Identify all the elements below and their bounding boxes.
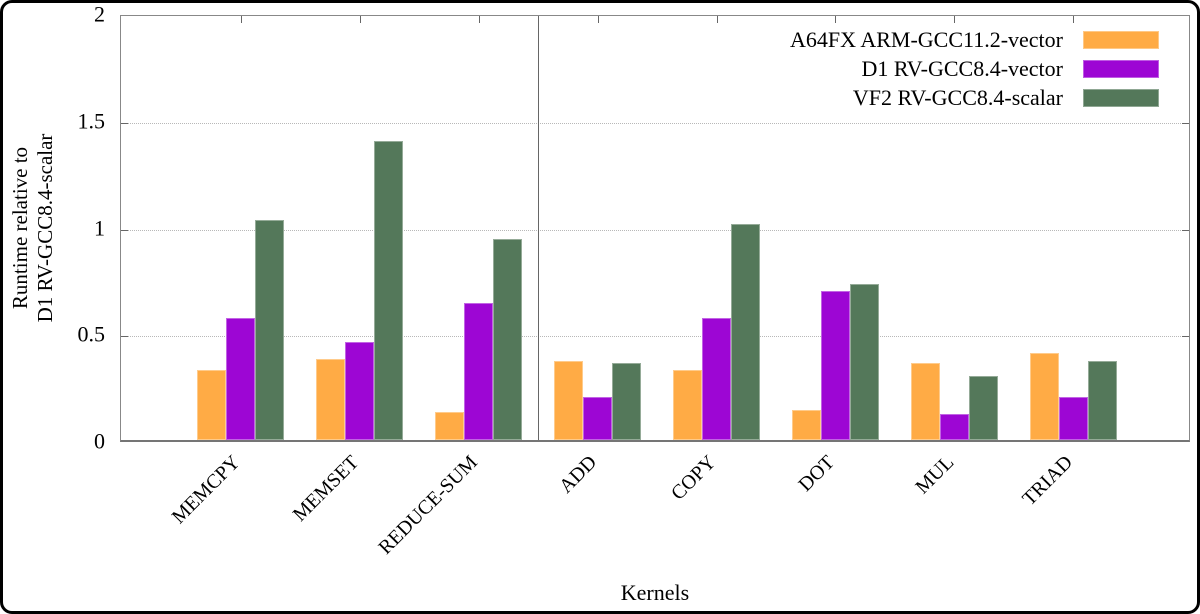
y-tick-label: 2 bbox=[94, 1, 105, 27]
x-tick-mark-top bbox=[359, 16, 361, 23]
legend-label: D1 RV-GCC8.4-vector bbox=[861, 55, 1063, 81]
bar-mul-2 bbox=[939, 414, 969, 440]
bar-memset-3 bbox=[374, 141, 403, 440]
bar-memset-1 bbox=[316, 358, 345, 440]
bar-dot-1 bbox=[791, 410, 821, 440]
legend-item-1: A64FX ARM-GCC11.2-vector bbox=[790, 25, 1159, 54]
gridline-1.5 bbox=[121, 122, 1189, 124]
bar-triad-3 bbox=[1087, 361, 1117, 440]
y-tick-mark-left bbox=[121, 122, 128, 124]
y-tick-mark-left bbox=[121, 336, 128, 338]
bar-reduce-sum-1 bbox=[435, 412, 464, 440]
y-tick-label: 0 bbox=[94, 428, 105, 454]
plot-area: A64FX ARM-GCC11.2-vector D1 RV-GCC8.4-vec… bbox=[120, 15, 1190, 442]
x-tick-mark-top bbox=[835, 16, 837, 23]
bar-copy-1 bbox=[673, 369, 702, 440]
bar-add-1 bbox=[554, 361, 583, 440]
legend-item-3: VF2 RV-GCC8.4-scalar bbox=[790, 83, 1159, 112]
y-axis-title: Runtime relative to D1 RV-GCC8.4-scalar bbox=[8, 134, 58, 323]
x-tick-label-text: REDUCE-SUM bbox=[374, 451, 483, 559]
bar-triad-1 bbox=[1029, 352, 1059, 440]
legend-label: A64FX ARM-GCC11.2-vector bbox=[790, 26, 1063, 52]
bar-dot-2 bbox=[820, 290, 850, 440]
y-axis-tick-labels: 0 0.5 1 1.5 2 bbox=[3, 3, 115, 452]
panel-separator bbox=[538, 16, 539, 440]
x-tick-label-text: ADD bbox=[555, 451, 602, 498]
x-tick-label-text: MEMSET bbox=[288, 451, 364, 526]
legend-color-swatch bbox=[1083, 88, 1159, 107]
y-tick-mark-left bbox=[121, 229, 128, 231]
legend: A64FX ARM-GCC11.2-vector D1 RV-GCC8.4-vec… bbox=[790, 25, 1159, 112]
x-tick-label-text: MEMCPY bbox=[167, 451, 245, 529]
gridline-0.5 bbox=[121, 336, 1189, 338]
y-tick-label: 0.5 bbox=[77, 321, 106, 347]
y-tick-mark-right bbox=[1182, 122, 1189, 124]
bar-triad-2 bbox=[1058, 397, 1088, 440]
legend-color-swatch bbox=[1083, 30, 1159, 49]
bar-reduce-sum-3 bbox=[493, 239, 522, 440]
x-tick-label-text: COPY bbox=[667, 451, 721, 505]
bar-memcpy-1 bbox=[197, 369, 226, 440]
legend-label: VF2 RV-GCC8.4-scalar bbox=[852, 84, 1063, 110]
x-tick-mark-top bbox=[240, 16, 242, 23]
x-tick-mark-top bbox=[1073, 16, 1075, 23]
y-tick-label: 1.5 bbox=[77, 108, 106, 134]
x-tick-mark-top bbox=[954, 16, 956, 23]
bar-memset-2 bbox=[345, 341, 374, 440]
bar-mul-3 bbox=[968, 376, 998, 440]
legend-item-2: D1 RV-GCC8.4-vector bbox=[790, 54, 1159, 83]
x-tick-mark-top bbox=[716, 16, 718, 23]
y-axis-title-line1: Runtime relative to bbox=[8, 146, 32, 310]
bar-add-2 bbox=[583, 397, 612, 440]
bar-mul-1 bbox=[910, 363, 940, 440]
x-tick-mark-top bbox=[478, 16, 480, 23]
y-tick-mark-right bbox=[1182, 336, 1189, 338]
bar-dot-3 bbox=[849, 284, 879, 440]
y-tick-label: 1 bbox=[94, 215, 105, 241]
bar-copy-2 bbox=[702, 318, 731, 440]
x-axis-tick-labels: MEMCPY MEMSET REDUCE-SUM ADD COPY DOT MUL TRIAD bbox=[120, 442, 1190, 582]
y-axis-title-line2: D1 RV-GCC8.4-scalar bbox=[33, 133, 57, 323]
x-tick-label-text: TRIAD bbox=[1018, 451, 1078, 511]
y-tick-mark-right bbox=[1182, 229, 1189, 231]
x-tick-mark-top bbox=[597, 16, 599, 23]
bar-memcpy-2 bbox=[226, 318, 255, 440]
gridline-1 bbox=[121, 229, 1189, 231]
x-tick-label-text: MUL bbox=[911, 451, 959, 499]
x-axis-title: Kernels bbox=[620, 580, 690, 605]
bar-reduce-sum-2 bbox=[464, 303, 493, 440]
x-tick-label-text: DOT bbox=[794, 451, 840, 496]
bar-add-3 bbox=[612, 363, 641, 440]
bar-memcpy-3 bbox=[255, 220, 284, 440]
legend-color-swatch bbox=[1083, 59, 1159, 78]
bar-copy-3 bbox=[731, 224, 760, 440]
